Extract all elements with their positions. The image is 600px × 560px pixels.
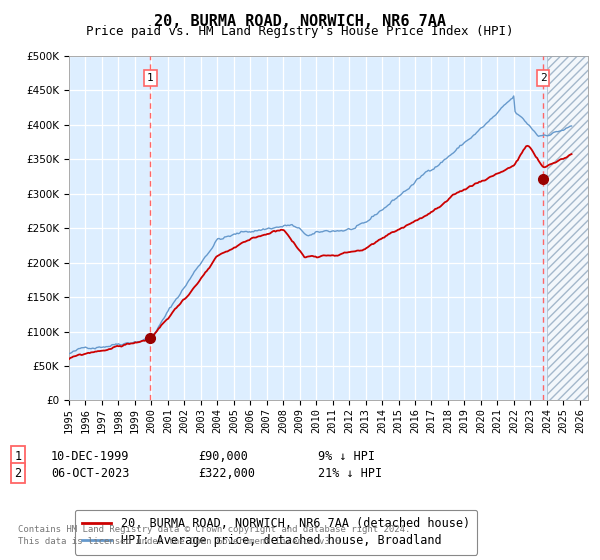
Text: 2: 2 (539, 73, 547, 83)
Text: 06-OCT-2023: 06-OCT-2023 (51, 466, 130, 480)
Bar (547, 56, 588, 400)
Text: £90,000: £90,000 (198, 450, 248, 463)
Bar (547, 56, 588, 400)
Text: 21% ↓ HPI: 21% ↓ HPI (318, 466, 382, 480)
Text: Price paid vs. HM Land Registry's House Price Index (HPI): Price paid vs. HM Land Registry's House … (86, 25, 514, 38)
Legend: 20, BURMA ROAD, NORWICH, NR6 7AA (detached house), HPI: Average price, detached : 20, BURMA ROAD, NORWICH, NR6 7AA (detach… (75, 510, 477, 554)
Text: 9% ↓ HPI: 9% ↓ HPI (318, 450, 375, 463)
Text: Contains HM Land Registry data © Crown copyright and database right 2024.
This d: Contains HM Land Registry data © Crown c… (18, 525, 410, 546)
Text: £322,000: £322,000 (198, 466, 255, 480)
Text: 1: 1 (14, 450, 22, 463)
Text: 1: 1 (147, 73, 154, 83)
Bar (547, 56, 588, 400)
Text: 10-DEC-1999: 10-DEC-1999 (51, 450, 130, 463)
Text: 2: 2 (14, 466, 22, 480)
Text: 20, BURMA ROAD, NORWICH, NR6 7AA: 20, BURMA ROAD, NORWICH, NR6 7AA (154, 14, 446, 29)
